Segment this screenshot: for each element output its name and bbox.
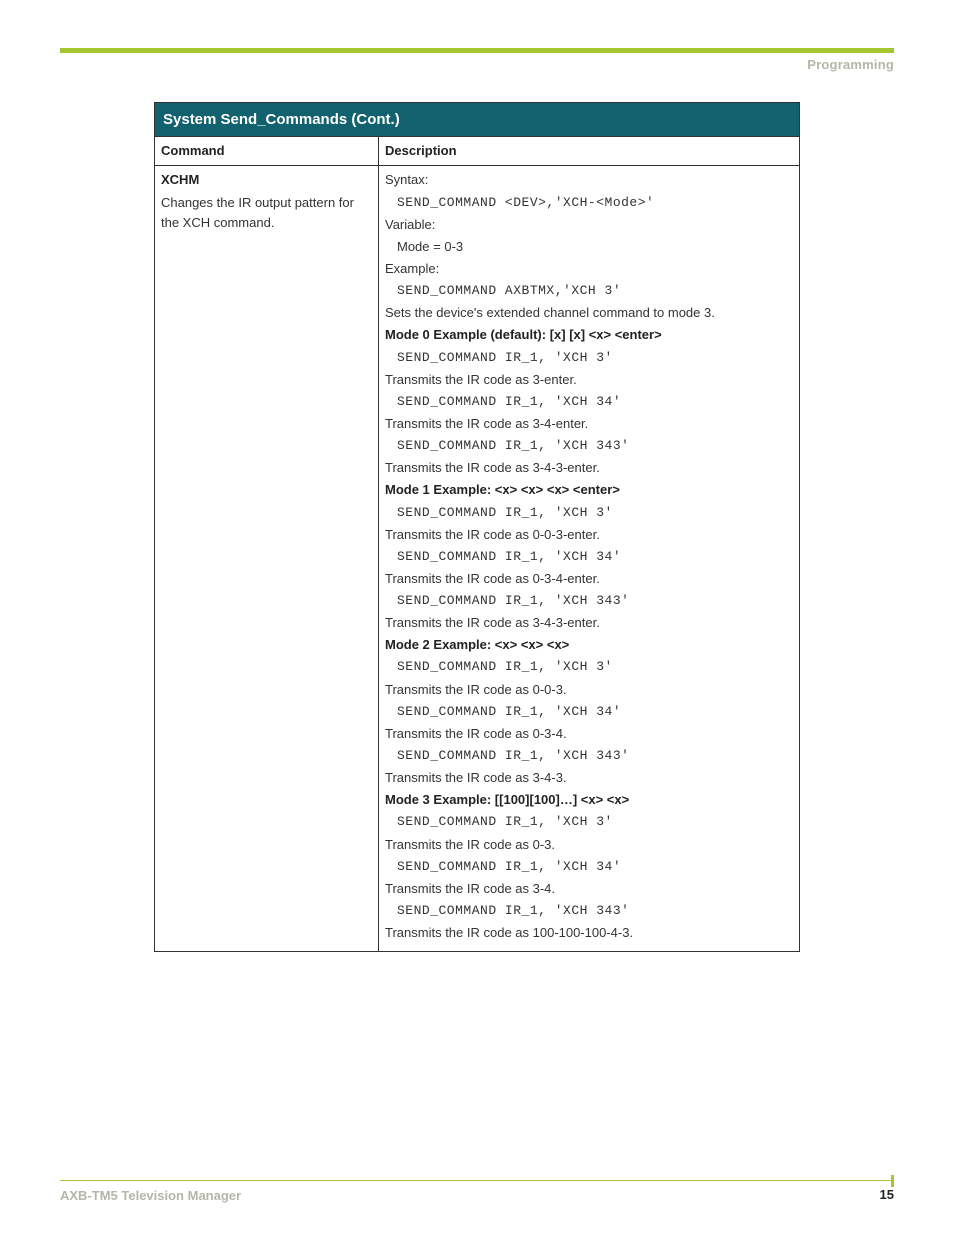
footer-rule (60, 1180, 894, 1182)
description-line: SEND_COMMAND IR_1, 'XCH 3' (385, 657, 793, 677)
description-line: Transmits the IR code as 0-3-4-enter. (385, 569, 793, 589)
code-line: SEND_COMMAND IR_1, 'XCH 34' (385, 547, 793, 567)
description-line: SEND_COMMAND IR_1, 'XCH 34' (385, 857, 793, 877)
description-line: Transmits the IR code as 3-4-3-enter. (385, 458, 793, 478)
code-line: SEND_COMMAND IR_1, 'XCH 3' (385, 348, 793, 368)
description-line: Transmits the IR code as 0-3-4. (385, 724, 793, 744)
command-subtext: Changes the IR output pattern for the XC… (161, 193, 372, 233)
description-line: Transmits the IR code as 3-4-3-enter. (385, 613, 793, 633)
code-line: SEND_COMMAND IR_1, 'XCH 343' (385, 591, 793, 611)
indent-line: Mode = 0-3 (385, 237, 793, 257)
description-line: Syntax: (385, 170, 793, 190)
page: Programming System Send_Commands (Cont.)… (0, 0, 954, 1235)
description-line: Transmits the IR code as 0-0-3. (385, 680, 793, 700)
description-line: Mode 2 Example: <x> <x> <x> (385, 635, 793, 655)
description-line: Transmits the IR code as 3-4-3. (385, 768, 793, 788)
code-line: SEND_COMMAND IR_1, 'XCH 343' (385, 746, 793, 766)
footer-page-number: 15 (880, 1187, 894, 1202)
description-line: Transmits the IR code as 100-100-100-4-3… (385, 923, 793, 943)
description-line: Sets the device's extended channel comma… (385, 303, 793, 323)
description-line: Transmits the IR code as 3-4. (385, 879, 793, 899)
description-line: Transmits the IR code as 3-4-enter. (385, 414, 793, 434)
code-line: SEND_COMMAND IR_1, 'XCH 3' (385, 503, 793, 523)
description-line: SEND_COMMAND AXBTMX,'XCH 3' (385, 281, 793, 301)
description-line: SEND_COMMAND IR_1, 'XCH 34' (385, 547, 793, 567)
table-title: System Send_Commands (Cont.) (155, 103, 800, 137)
top-rule (60, 48, 894, 53)
code-line: SEND_COMMAND IR_1, 'XCH 3' (385, 657, 793, 677)
col-description-header: Description (379, 137, 800, 166)
description-line: Transmits the IR code as 0-3. (385, 835, 793, 855)
command-cell: XCHM Changes the IR output pattern for t… (155, 166, 379, 952)
breadcrumb: Programming (60, 57, 894, 72)
code-line: SEND_COMMAND IR_1, 'XCH 343' (385, 436, 793, 456)
description-line: SEND_COMMAND IR_1, 'XCH 34' (385, 702, 793, 722)
description-line: SEND_COMMAND IR_1, 'XCH 343' (385, 591, 793, 611)
description-line: SEND_COMMAND IR_1, 'XCH 34' (385, 392, 793, 412)
code-line: SEND_COMMAND IR_1, 'XCH 34' (385, 392, 793, 412)
footer-product: AXB-TM5 Television Manager (60, 1188, 241, 1203)
description-line: Mode 1 Example: <x> <x> <x> <enter> (385, 480, 793, 500)
description-line: SEND_COMMAND IR_1, 'XCH 3' (385, 503, 793, 523)
description-line: Variable: (385, 215, 793, 235)
code-line: SEND_COMMAND AXBTMX,'XCH 3' (385, 281, 793, 301)
col-command-header: Command (155, 137, 379, 166)
description-line: SEND_COMMAND IR_1, 'XCH 343' (385, 436, 793, 456)
table-title-row: System Send_Commands (Cont.) (155, 103, 800, 137)
description-line: Example: (385, 259, 793, 279)
code-line: SEND_COMMAND IR_1, 'XCH 34' (385, 702, 793, 722)
table-header-row: Command Description (155, 137, 800, 166)
description-line: SEND_COMMAND <DEV>,'XCH-<Mode>' (385, 193, 793, 213)
description-line: SEND_COMMAND IR_1, 'XCH 3' (385, 812, 793, 832)
code-line: SEND_COMMAND IR_1, 'XCH 34' (385, 857, 793, 877)
description-line: Transmits the IR code as 3-enter. (385, 370, 793, 390)
code-line: SEND_COMMAND IR_1, 'XCH 343' (385, 901, 793, 921)
description-line: SEND_COMMAND IR_1, 'XCH 343' (385, 746, 793, 766)
commands-table: System Send_Commands (Cont.) Command Des… (154, 102, 800, 952)
command-name: XCHM (161, 170, 372, 190)
description-line: Mode = 0-3 (385, 237, 793, 257)
description-line: Mode 0 Example (default): [x] [x] <x> <e… (385, 325, 793, 345)
table-row: XCHM Changes the IR output pattern for t… (155, 166, 800, 952)
page-footer: AXB-TM5 Television Manager 15 (60, 1180, 894, 1206)
description-line: Transmits the IR code as 0-0-3-enter. (385, 525, 793, 545)
description-line: SEND_COMMAND IR_1, 'XCH 343' (385, 901, 793, 921)
footer-accent (891, 1175, 894, 1187)
description-line: SEND_COMMAND IR_1, 'XCH 3' (385, 348, 793, 368)
description-line: Mode 3 Example: [[100][100]…] <x> <x> (385, 790, 793, 810)
description-cell: Syntax: SEND_COMMAND <DEV>,'XCH-<Mode>'Va… (379, 166, 800, 952)
code-line: SEND_COMMAND IR_1, 'XCH 3' (385, 812, 793, 832)
code-line: SEND_COMMAND <DEV>,'XCH-<Mode>' (385, 193, 793, 213)
